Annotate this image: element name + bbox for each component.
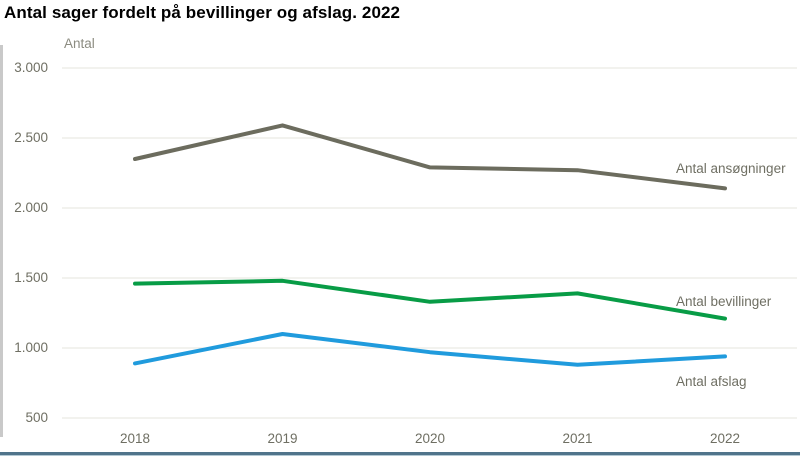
y-axis-unit-label: Antal — [64, 36, 95, 51]
bottom-border-highlight — [0, 455, 800, 456]
x-tick-label: 2021 — [562, 431, 593, 446]
left-edge-strip — [0, 45, 3, 437]
y-tick-label: 1.500 — [14, 270, 48, 285]
series-label-antal-bevillinger: Antal bevillinger — [676, 294, 772, 309]
series-line-2 — [133, 332, 727, 367]
x-tick-label: 2018 — [119, 431, 151, 446]
y-tick-label: 3.000 — [14, 60, 48, 75]
series-label-antal-ansogninger: Antal ansøgninger — [676, 161, 786, 176]
bottom-border — [0, 452, 800, 455]
y-tick-label: 1.000 — [14, 340, 48, 355]
page-title: Antal sager fordelt på bevillinger og af… — [4, 3, 401, 22]
x-tick-label: 2020 — [414, 431, 446, 446]
x-tick-label: 2022 — [709, 431, 741, 446]
series-label-antal-afslag: Antal afslag — [676, 374, 747, 389]
series-line-0 — [133, 123, 727, 191]
series-line-1 — [133, 278, 727, 321]
x-tick-label: 2019 — [267, 431, 298, 446]
y-tick-label: 500 — [25, 410, 48, 425]
y-tick-label: 2.500 — [14, 130, 48, 145]
y-tick-label: 2.000 — [14, 200, 48, 215]
